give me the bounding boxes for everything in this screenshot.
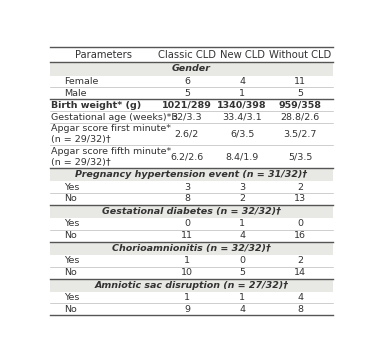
- Text: Female: Female: [64, 77, 98, 86]
- Text: 4: 4: [297, 293, 303, 302]
- Text: Parameters: Parameters: [75, 50, 132, 60]
- Text: Apgar score first minute*
(n = 29/32)†: Apgar score first minute* (n = 29/32)†: [51, 124, 171, 144]
- Text: 14: 14: [294, 268, 306, 277]
- Text: Gender: Gender: [172, 65, 211, 74]
- Text: No: No: [64, 194, 77, 204]
- Text: Gestational diabetes (n = 32/32)†: Gestational diabetes (n = 32/32)†: [102, 207, 280, 216]
- Text: 0: 0: [239, 256, 245, 265]
- Text: 959/358: 959/358: [279, 101, 322, 110]
- Bar: [50, 279, 333, 292]
- Text: No: No: [64, 305, 77, 314]
- Text: 5: 5: [184, 89, 190, 98]
- Text: 8: 8: [297, 305, 303, 314]
- Text: 0: 0: [297, 219, 303, 228]
- Text: Chorioamnionitis (n = 32/32)†: Chorioamnionitis (n = 32/32)†: [112, 244, 270, 253]
- Text: Pregnancy hypertension event (n = 31/32)†: Pregnancy hypertension event (n = 31/32)…: [75, 170, 307, 179]
- Text: 32/3.3: 32/3.3: [172, 113, 202, 122]
- Text: 6.2/2.6: 6.2/2.6: [170, 152, 204, 161]
- Text: 13: 13: [294, 194, 306, 204]
- Text: 11: 11: [294, 77, 306, 86]
- Text: 4: 4: [239, 231, 245, 240]
- Text: 5: 5: [297, 89, 303, 98]
- Text: Yes: Yes: [64, 293, 79, 302]
- Text: 1: 1: [239, 89, 245, 98]
- Text: Male: Male: [64, 89, 87, 98]
- Text: 8: 8: [184, 194, 190, 204]
- Text: 1: 1: [184, 293, 190, 302]
- Text: 2: 2: [297, 256, 303, 265]
- Text: 11: 11: [181, 231, 193, 240]
- Text: 3: 3: [184, 182, 190, 191]
- Text: 3.5/2.7: 3.5/2.7: [283, 130, 317, 139]
- Bar: [50, 205, 333, 218]
- Text: 10: 10: [181, 268, 193, 277]
- Text: 16: 16: [294, 231, 306, 240]
- Text: 1340/398: 1340/398: [217, 101, 267, 110]
- Bar: [50, 62, 333, 75]
- Text: 6: 6: [184, 77, 190, 86]
- Text: 1: 1: [239, 293, 245, 302]
- Text: 3: 3: [239, 182, 245, 191]
- Text: 4: 4: [239, 305, 245, 314]
- Text: Yes: Yes: [64, 219, 79, 228]
- Text: Yes: Yes: [64, 182, 79, 191]
- Text: Classic CLD: Classic CLD: [158, 50, 216, 60]
- Text: 8.4/1.9: 8.4/1.9: [226, 152, 259, 161]
- Text: 2: 2: [297, 182, 303, 191]
- Text: 0: 0: [184, 219, 190, 228]
- Text: Gestational age (weeks)*b: Gestational age (weeks)*b: [51, 113, 177, 122]
- Text: New CLD: New CLD: [220, 50, 265, 60]
- Bar: [50, 242, 333, 255]
- Text: 2.6/2: 2.6/2: [175, 130, 199, 139]
- Text: Amniotic sac disruption (n = 27/32)†: Amniotic sac disruption (n = 27/32)†: [94, 281, 288, 290]
- Text: 1: 1: [239, 219, 245, 228]
- Text: 1: 1: [184, 256, 190, 265]
- Text: No: No: [64, 231, 77, 240]
- Text: Without CLD: Without CLD: [269, 50, 331, 60]
- Text: 33.4/3.1: 33.4/3.1: [222, 113, 262, 122]
- Text: No: No: [64, 268, 77, 277]
- Text: 5/3.5: 5/3.5: [288, 152, 313, 161]
- Text: 1021/289: 1021/289: [162, 101, 212, 110]
- Text: Apgar score fifth minute*
(n = 29/32)†: Apgar score fifth minute* (n = 29/32)†: [51, 147, 171, 167]
- Text: 2: 2: [239, 194, 245, 204]
- Text: Birth weight* (g): Birth weight* (g): [51, 101, 141, 110]
- Text: 5: 5: [239, 268, 245, 277]
- Text: 28.8/2.6: 28.8/2.6: [280, 113, 320, 122]
- Text: 6/3.5: 6/3.5: [230, 130, 254, 139]
- Text: 9: 9: [184, 305, 190, 314]
- Text: 4: 4: [239, 77, 245, 86]
- Text: Yes: Yes: [64, 256, 79, 265]
- Bar: [50, 168, 333, 181]
